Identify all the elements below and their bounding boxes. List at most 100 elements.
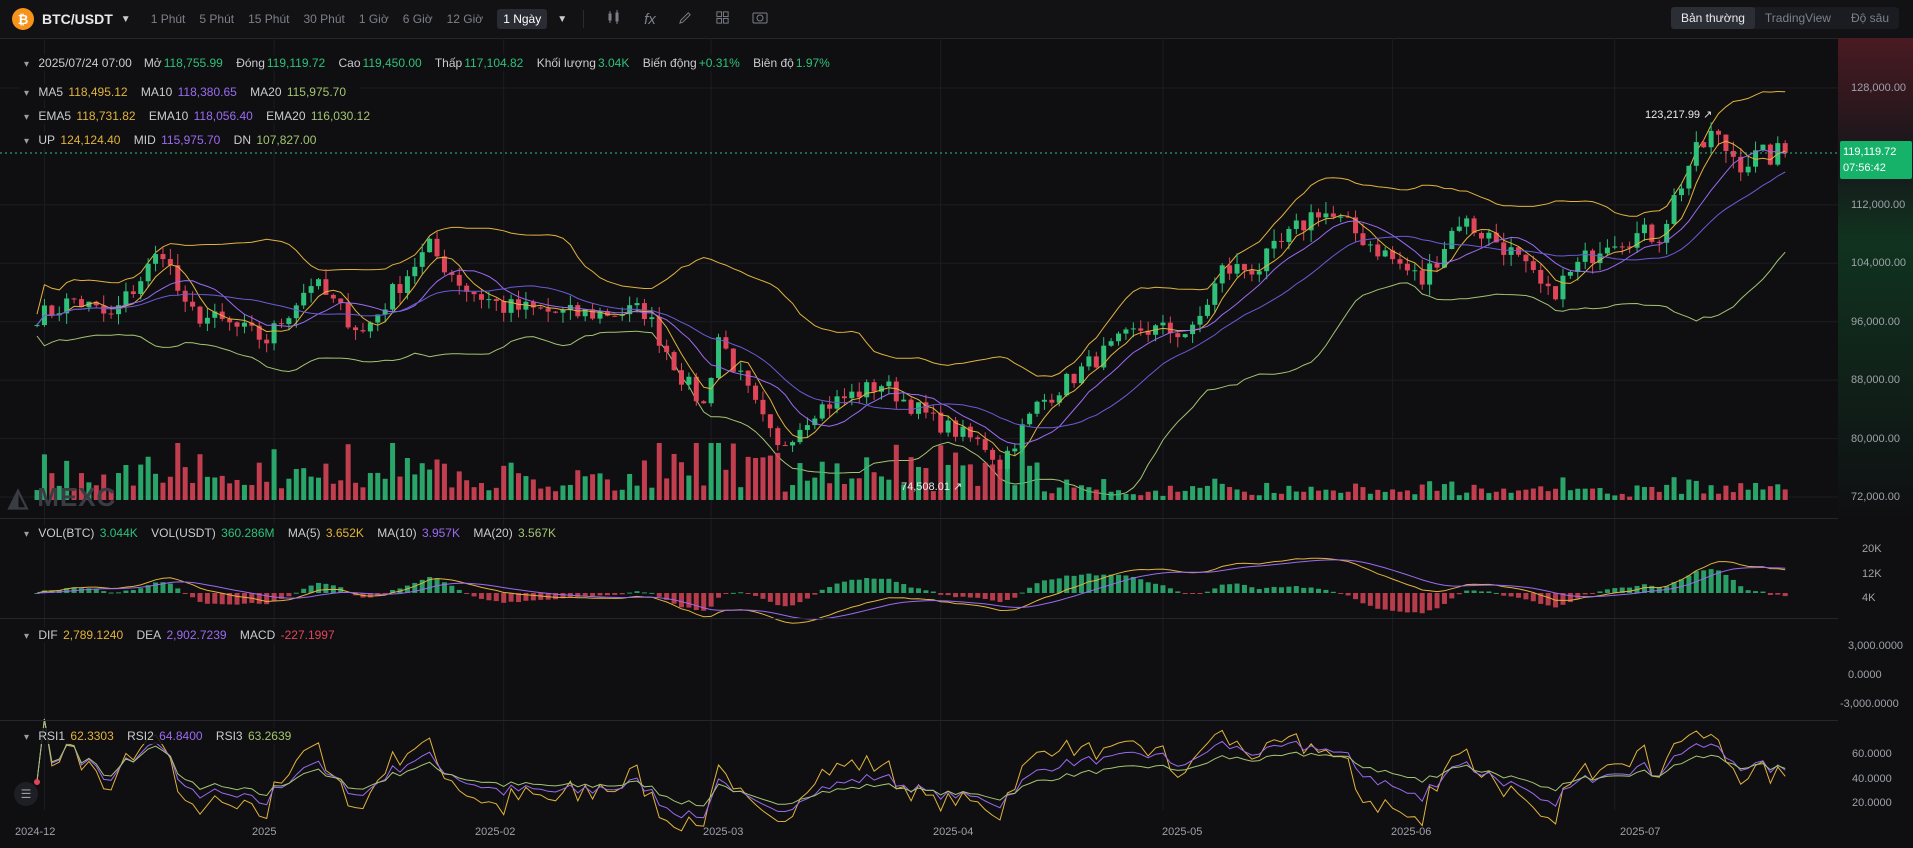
volume-bar — [390, 443, 396, 500]
volume-bar — [1293, 491, 1299, 500]
volume-bar — [708, 443, 714, 500]
timeframe-1d[interactable]: 1 Ngày — [497, 9, 548, 29]
candle-countdown: 07:56:42 — [1843, 162, 1886, 174]
rsi3-label: RSI3 — [215, 729, 243, 743]
timeframe-6h[interactable]: 6 Giờ — [402, 12, 433, 26]
candle-body — [1434, 263, 1440, 268]
volume-bar — [1664, 484, 1670, 500]
candle-body — [730, 348, 736, 372]
volume-bar — [1123, 494, 1129, 500]
candle-body — [997, 459, 1003, 470]
view-standard[interactable]: Bản thường — [1670, 7, 1755, 29]
candle-body — [656, 317, 662, 346]
timeframe-1h[interactable]: 1 Giờ — [358, 12, 389, 26]
layout-icon[interactable] — [715, 10, 730, 29]
candle-body — [1234, 264, 1240, 274]
macd-value: -227.1997 — [280, 628, 335, 642]
macd-histogram-bar — [797, 593, 803, 603]
volume-bar — [1612, 495, 1618, 500]
macd-histogram-bar — [819, 589, 825, 593]
candle-body — [812, 418, 818, 426]
candle-body — [701, 401, 707, 404]
timeframe-dropdown-icon[interactable]: ▼ — [557, 13, 568, 25]
macd-histogram-bar — [456, 589, 462, 593]
macd-histogram-bar — [286, 593, 292, 597]
volume-bar — [575, 470, 581, 500]
volume-bar — [819, 461, 825, 500]
volume-bar — [1041, 491, 1047, 500]
notes-icon[interactable]: ☰ — [14, 782, 38, 806]
candle-type-icon[interactable] — [606, 9, 622, 29]
candle-body — [1078, 366, 1084, 384]
collapse-chevron-icon[interactable]: ▾ — [24, 136, 30, 147]
volume-bar — [1108, 491, 1114, 500]
macd-histogram-bar — [1671, 582, 1677, 593]
volume-bar — [1390, 489, 1396, 500]
caret-down-icon[interactable]: ▼ — [120, 13, 131, 25]
candle-body — [1656, 241, 1662, 243]
collapse-chevron-icon[interactable]: ▾ — [24, 59, 30, 70]
volume-bar — [227, 483, 233, 500]
bitcoin-icon: ₿ — [12, 8, 34, 30]
candle-body — [1338, 216, 1344, 218]
candle-body — [1160, 322, 1166, 326]
view-depth[interactable]: Độ sâu — [1850, 11, 1889, 25]
candle-body — [530, 301, 536, 308]
volume-axis-tick: 12K — [1862, 568, 1882, 580]
collapse-chevron-icon[interactable]: ▾ — [24, 88, 30, 99]
mexc-watermark: ◭ MEXC — [8, 482, 117, 512]
view-tradingview[interactable]: TradingView — [1764, 11, 1831, 25]
volume-bar — [1264, 482, 1270, 500]
candle-body — [241, 322, 247, 327]
volume-bar — [108, 490, 114, 500]
collapse-chevron-icon[interactable]: ▾ — [24, 732, 30, 743]
candle-body — [501, 300, 507, 313]
timeframe-1m[interactable]: 1 Phút — [150, 12, 186, 26]
timeframe-30m[interactable]: 30 Phút — [303, 12, 345, 26]
macd-histogram-bar — [1123, 575, 1129, 593]
macd-histogram-bar — [753, 593, 759, 596]
candle-body — [101, 305, 107, 314]
volume-bar — [1012, 485, 1018, 500]
time-axis-label: 2025-05 — [1162, 826, 1203, 838]
macd-histogram-bar — [167, 583, 173, 593]
macd-histogram-bar — [1027, 587, 1033, 593]
timeframe-12h[interactable]: 12 Giờ — [446, 12, 484, 26]
macd-histogram-bar — [597, 593, 603, 596]
camera-icon[interactable] — [752, 10, 768, 29]
volume-bar — [1471, 484, 1477, 500]
collapse-chevron-icon[interactable]: ▾ — [24, 112, 30, 123]
timeframe-15m[interactable]: 15 Phút — [248, 12, 290, 26]
macd-histogram-bar — [1308, 587, 1314, 593]
volume-bar — [190, 482, 196, 500]
candle-body — [1412, 270, 1418, 272]
symbol-selector[interactable]: BTC/USDT — [42, 11, 113, 27]
candle-body — [1456, 226, 1462, 231]
indicator-icon[interactable]: fx — [644, 10, 656, 28]
amplitude-value: 1.97% — [795, 56, 830, 70]
rsi2-line — [36, 718, 1786, 819]
candle-body — [856, 391, 862, 398]
collapse-chevron-icon[interactable]: ▾ — [24, 529, 30, 540]
volume-bar — [1375, 489, 1381, 500]
draw-icon[interactable] — [678, 10, 693, 29]
volume-bar — [775, 452, 781, 500]
macd-histogram-bar — [1530, 593, 1536, 602]
macd-histogram-bar — [923, 590, 929, 593]
volume-bar — [730, 443, 736, 500]
collapse-chevron-icon[interactable]: ▾ — [24, 631, 30, 642]
macd-histogram-bar — [619, 593, 625, 595]
vol-usdt-value: 360.286M — [221, 526, 275, 540]
volume-bar — [397, 476, 403, 500]
price-chart[interactable] — [0, 38, 1913, 848]
timeframe-5m[interactable]: 5 Phút — [199, 12, 235, 26]
candle-body — [1382, 250, 1388, 257]
macd-histogram-bar — [86, 588, 92, 593]
volume-bar — [1701, 493, 1707, 500]
dif-label: DIF — [38, 628, 58, 642]
candle-body — [353, 327, 359, 331]
volume-legend: ▾ VOL(BTC) 3.044K VOL(USDT) 360.286M MA(… — [20, 525, 571, 541]
candle-body — [1427, 263, 1433, 285]
candle-body — [167, 259, 173, 266]
volume-bar — [1634, 485, 1640, 500]
